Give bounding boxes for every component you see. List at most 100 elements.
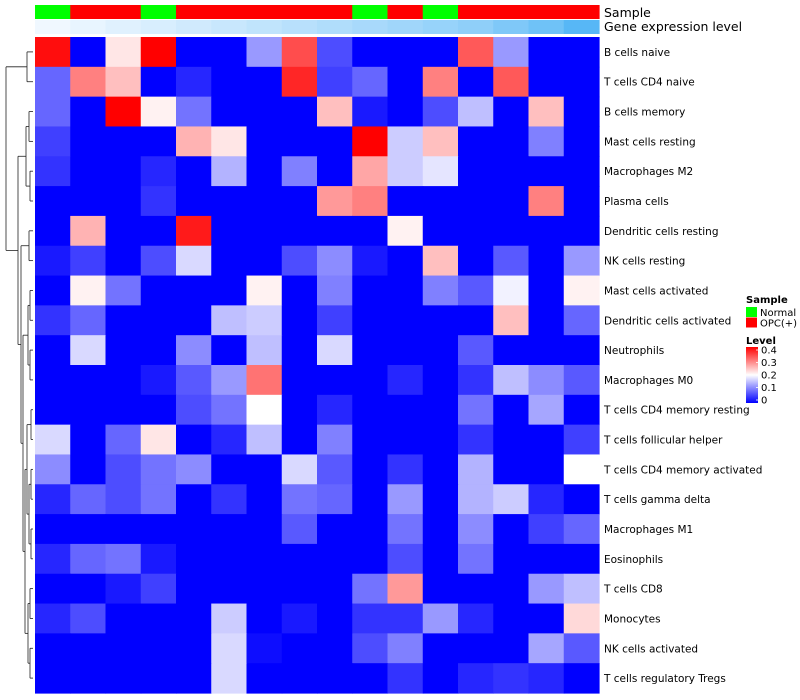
heatmap-cell	[493, 305, 530, 336]
heatmap-cell	[528, 633, 565, 664]
heatmap-cell	[317, 484, 353, 515]
heatmap-cell	[387, 454, 424, 485]
heatmap-cell	[317, 394, 353, 426]
heatmap-cell	[176, 603, 212, 634]
heatmap-cell	[35, 215, 71, 247]
heatmap-cell	[70, 126, 107, 157]
heatmap-cell	[563, 66, 600, 98]
row-label: B cells memory	[604, 107, 685, 119]
level-tick-label: 0.4	[761, 346, 777, 357]
level-tick-label: 0	[761, 396, 767, 407]
heatmap-cell	[422, 215, 459, 247]
heatmap-cell	[105, 215, 142, 247]
heatmap-cell	[281, 96, 318, 128]
heatmap-cell	[281, 424, 318, 456]
heatmap-cell	[563, 484, 600, 515]
heatmap-cell	[35, 424, 71, 456]
heatmap-cell	[35, 156, 71, 187]
row-label: T cells regulatory Tregs	[603, 673, 726, 685]
heatmap-cell	[458, 215, 494, 247]
row-label: NK cells activated	[604, 643, 698, 655]
heatmap-cell	[70, 66, 107, 98]
heatmap-cell	[563, 663, 600, 694]
heatmap-cell	[528, 335, 565, 366]
gene-expression-annotation-cell	[35, 20, 71, 34]
heatmap-cell	[140, 424, 177, 456]
sample-annotation-cell	[176, 5, 212, 19]
heatmap-cell	[176, 365, 212, 396]
heatmap-cell	[422, 543, 459, 575]
heatmap-cell	[563, 335, 600, 366]
heatmap-cell	[246, 186, 283, 217]
heatmap-cell	[246, 484, 283, 515]
heatmap-cell	[317, 424, 353, 456]
heatmap-cell	[281, 215, 318, 247]
heatmap-cell	[422, 424, 459, 456]
gene-expression-annotation-cell	[458, 20, 494, 34]
heatmap-cell	[176, 394, 212, 426]
heatmap-cell	[352, 126, 389, 157]
row-label: Dendritic cells resting	[604, 226, 719, 238]
heatmap-cell	[528, 365, 565, 396]
heatmap-cell	[352, 305, 389, 336]
heatmap-cell	[493, 514, 530, 545]
heatmap-cell	[70, 335, 107, 366]
heatmap-cell	[317, 186, 353, 217]
heatmap-cell	[176, 215, 212, 247]
heatmap-cell	[458, 305, 494, 336]
row-label: T cells follicular helper	[603, 435, 723, 447]
heatmap-cell	[563, 454, 600, 485]
gene-expression-annotation-cell	[422, 20, 459, 34]
heatmap-cell	[35, 484, 71, 515]
heatmap-cell	[176, 543, 212, 575]
heatmap-cell	[317, 573, 353, 605]
heatmap-cell	[35, 186, 71, 217]
gene-expression-annotation-cell	[140, 20, 177, 34]
heatmap-cell	[211, 424, 248, 456]
heatmap-cell	[317, 275, 353, 306]
heatmap-cell	[422, 454, 459, 485]
heatmap-cell	[281, 275, 318, 306]
heatmap-cell	[281, 186, 318, 217]
heatmap-cell	[493, 156, 530, 187]
heatmap-cell	[281, 37, 318, 68]
heatmap-cell	[70, 573, 107, 605]
heatmap-cell	[352, 394, 389, 426]
heatmap-cell	[317, 454, 353, 485]
heatmap-cell	[211, 633, 248, 664]
gene-expression-annotation-cell	[105, 20, 142, 34]
heatmap-cell	[387, 365, 424, 396]
heatmap-cell	[281, 603, 318, 634]
heatmap-cell	[105, 514, 142, 545]
heatmap-cell	[246, 424, 283, 456]
heatmap-cell	[493, 96, 530, 128]
heatmap-cell	[176, 156, 212, 187]
heatmap-cell	[176, 514, 212, 545]
heatmap-cell	[246, 663, 283, 694]
heatmap-cell	[563, 573, 600, 605]
sample-legend-swatch	[746, 317, 757, 328]
heatmap-cell	[70, 156, 107, 187]
row-label: Macrophages M0	[604, 375, 693, 387]
heatmap-cell	[493, 573, 530, 605]
heatmap-cell	[528, 573, 565, 605]
heatmap-cell	[493, 215, 530, 247]
heatmap-cell	[528, 96, 565, 128]
heatmap-cell	[281, 663, 318, 694]
sample-annotation-cell	[528, 5, 565, 19]
heatmap-cell	[35, 633, 71, 664]
heatmap-cell	[176, 96, 212, 128]
heatmap-cell	[528, 663, 565, 694]
heatmap-cell	[140, 484, 177, 515]
heatmap-cell	[176, 335, 212, 366]
heatmap-cell	[317, 663, 353, 694]
heatmap-cell	[352, 245, 389, 277]
sample-annotation-cell	[70, 5, 107, 19]
heatmap-cell	[35, 543, 71, 575]
heatmap-cell	[493, 365, 530, 396]
heatmap-cell	[317, 215, 353, 247]
gene-expression-annotation-label: Gene expression level	[604, 19, 742, 34]
heatmap-cell	[493, 275, 530, 306]
heatmap-cell	[140, 663, 177, 694]
